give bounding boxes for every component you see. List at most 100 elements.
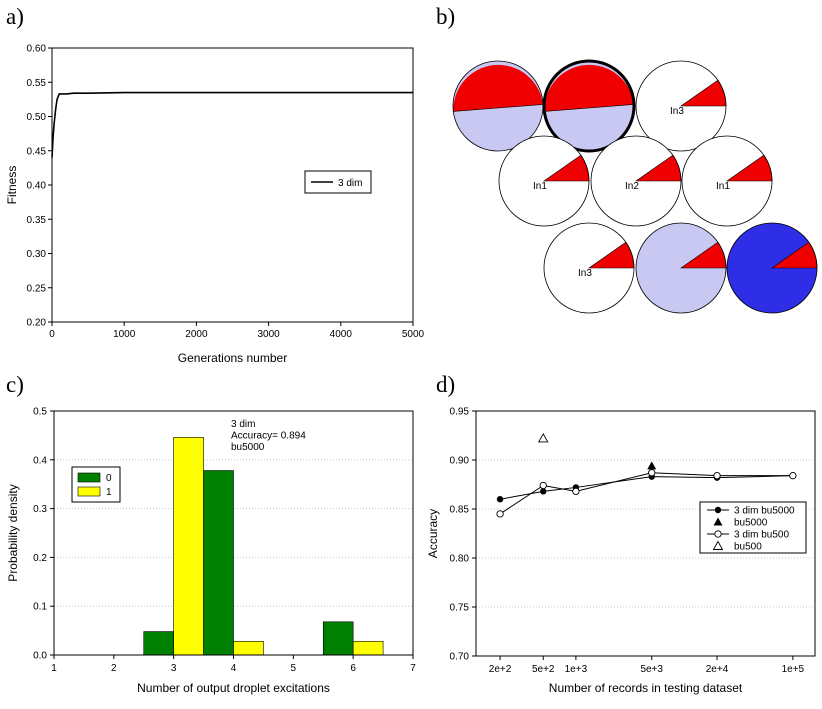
droplet-upper-fill [453, 64, 543, 112]
panel-label-c: c) [6, 372, 24, 397]
point-open-triangle [537, 433, 549, 443]
droplet-divider [453, 104, 543, 112]
droplet-outline [590, 135, 682, 227]
point-filled-circle [540, 488, 547, 495]
legend-swatch [77, 486, 101, 497]
bar-series-1 [352, 641, 384, 656]
y-tick-label: 0.2 [33, 553, 47, 564]
x-tick-label: 5e+2 [532, 664, 555, 675]
x-axis-label: Number of records in testing dataset [549, 681, 743, 695]
point-open-circle [714, 530, 722, 538]
droplet-circle: In1 [681, 135, 773, 227]
droplet-circle [542, 59, 636, 153]
y-tick-label: 0.30 [27, 249, 47, 260]
y-tick-label: 0.4 [33, 455, 47, 466]
droplet-label: In1 [533, 181, 547, 192]
bar-series-0 [322, 621, 354, 656]
y-tick-label: 0.0 [33, 651, 47, 662]
droplet-circle: In3 [543, 222, 635, 314]
y-tick-label: 0.20 [27, 318, 47, 329]
y-axis-label: Fitness [5, 166, 19, 205]
annotation-line: Accuracy= 0.894 [231, 431, 306, 442]
y-tick-label: 0.90 [450, 456, 470, 467]
droplet-circle: In3 [635, 60, 727, 152]
panel-c-probability-chart: 0.0 0.1 0.2 0.3 0.4 0.5 1 2 3 4 5 6 7 Number of outpu… [6, 407, 416, 696]
point-filled-circle [714, 506, 722, 514]
droplet-circle [635, 222, 727, 314]
droplet-circle: In2 [590, 135, 682, 227]
x-tick-label: 1 [51, 663, 57, 674]
point-open-circle [713, 472, 721, 480]
droplet-outline [635, 222, 727, 314]
panel-label-a: a) [6, 4, 24, 29]
panel-d-accuracy-chart: 0.70 0.75 0.80 0.85 0.90 0.95 2e+2 5e+2 1e+3 5e+3… [426, 407, 816, 695]
series-line-3-dim [51, 91, 413, 158]
droplet-label: In3 [578, 268, 592, 279]
legend-label: 1 [106, 487, 112, 498]
x-tick-label: 5000 [402, 329, 425, 340]
legend-label: bu5000 [734, 518, 768, 529]
x-tick-label: 4 [231, 663, 237, 674]
y-tick-label: 0.85 [450, 505, 470, 516]
y-tick-label: 0.35 [27, 215, 47, 226]
point-open-circle [648, 469, 656, 477]
bar-series-1 [233, 641, 264, 656]
legend-box [71, 466, 121, 503]
x-tick-label: 2 [111, 663, 117, 674]
y-tick-label: 0.3 [33, 504, 47, 515]
legend-box [304, 170, 372, 194]
point-filled-triangle [713, 517, 723, 526]
droplet-outline [542, 59, 636, 153]
x-tick-label: 0 [49, 329, 55, 340]
x-tick-label: 1e+5 [782, 664, 805, 675]
point-open-circle [496, 510, 504, 518]
legend-label-3-dim: 3 dim [338, 178, 362, 189]
x-tick-label: 3000 [257, 329, 280, 340]
annotation-line: 3 dim [231, 419, 255, 430]
y-tick-label: 0.45 [27, 146, 47, 157]
legend-label: 3 dim bu5000 [734, 506, 795, 517]
bar-series-0 [203, 470, 234, 656]
y-tick-label: 0.5 [33, 407, 47, 418]
legend-label: 3 dim bu500 [734, 530, 789, 541]
x-tick-label: 3 [171, 663, 177, 674]
y-tick-label: 0.1 [33, 602, 47, 613]
x-tick-label: 2e+4 [706, 664, 729, 675]
point-open-circle [539, 481, 547, 490]
x-tick-label: 7 [410, 663, 416, 674]
plot-frame [475, 410, 816, 657]
x-tick-label: 2000 [185, 329, 208, 340]
droplet-label: In2 [625, 181, 639, 192]
y-tick-label: 0.70 [450, 652, 470, 663]
point-open-circle [572, 487, 580, 496]
droplet-outline [498, 135, 590, 227]
panel-label-d: d) [436, 372, 455, 397]
y-tick-label: 0.55 [27, 78, 47, 89]
y-axis-label: Probability density [6, 484, 20, 581]
droplet-divider [544, 104, 634, 112]
panel-label-b: b) [436, 4, 455, 29]
droplet-upper-fill [544, 64, 634, 112]
droplet-outline [635, 60, 727, 152]
series-line [499, 472, 793, 515]
bar-series-1 [173, 437, 204, 656]
droplet-outline [681, 135, 773, 227]
droplet-circle [726, 222, 818, 314]
point-open-circle [789, 472, 797, 480]
x-tick-label: 4000 [330, 329, 353, 340]
x-tick-label: 1000 [113, 329, 136, 340]
y-tick-label: 0.25 [27, 283, 47, 294]
y-tick-label: 0.95 [450, 407, 470, 418]
plot-frame [53, 410, 414, 656]
panel-a-fitness-chart: 0.20 0.25 0.30 0.35 0.40 0.45 0.50 0.55 0.60 0 100… [5, 44, 425, 366]
x-tick-label: 1e+3 [565, 664, 588, 675]
legend-swatch [77, 472, 101, 483]
x-tick-label: 5e+3 [640, 664, 663, 675]
x-axis-label: Number of output droplet excitations [137, 681, 330, 695]
y-tick-label: 0.80 [450, 554, 470, 565]
y-axis-label: Accuracy [426, 509, 440, 558]
y-tick-label: 0.40 [27, 181, 47, 192]
x-tick-label: 5 [291, 663, 297, 674]
droplet-outline [543, 222, 635, 314]
